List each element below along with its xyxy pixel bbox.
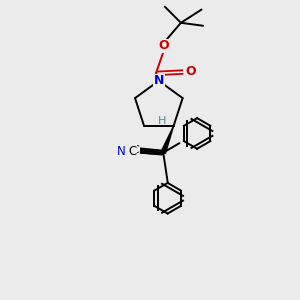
Text: N: N: [118, 145, 126, 155]
Polygon shape: [161, 126, 173, 153]
Text: C: C: [128, 145, 136, 158]
Text: N: N: [117, 145, 126, 158]
Text: N: N: [154, 74, 164, 87]
Text: O: O: [158, 39, 169, 52]
Text: H: H: [158, 116, 166, 126]
Text: C: C: [131, 145, 139, 155]
Text: O: O: [185, 65, 196, 79]
